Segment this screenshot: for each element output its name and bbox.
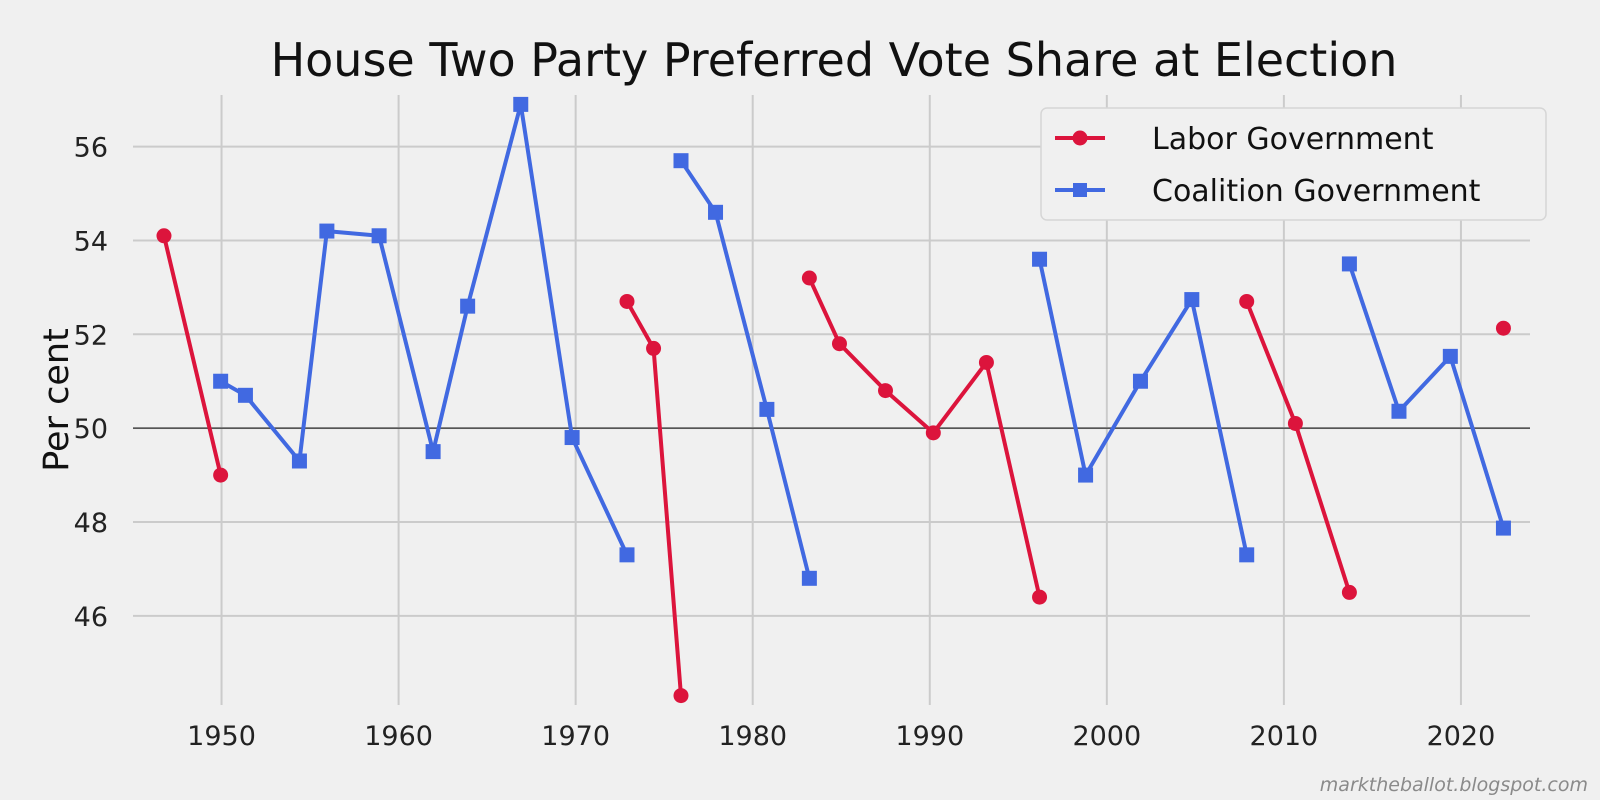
series-line-segment bbox=[807, 276, 1042, 600]
x-tick-label: 2000 bbox=[1072, 721, 1141, 752]
data-point bbox=[673, 688, 689, 704]
series-line-segment bbox=[161, 233, 223, 478]
series-line-segment bbox=[218, 102, 629, 557]
data-point bbox=[156, 228, 172, 244]
footer-credit: marktheballot.blogspot.com bbox=[1319, 774, 1588, 796]
data-point bbox=[291, 453, 307, 469]
data-point bbox=[1341, 584, 1357, 600]
x-tick-label: 1970 bbox=[541, 721, 610, 752]
data-point bbox=[513, 96, 529, 112]
series-layer bbox=[156, 96, 1511, 704]
data-point bbox=[1287, 415, 1303, 431]
legend-labor-marker bbox=[1072, 130, 1088, 146]
x-tick-label: 2020 bbox=[1427, 721, 1496, 752]
data-point bbox=[1032, 251, 1048, 267]
data-point bbox=[1239, 547, 1255, 563]
data-point bbox=[708, 204, 724, 220]
data-point bbox=[831, 336, 847, 352]
legend: Labor Government Coalition Government bbox=[1040, 107, 1547, 221]
series-coalition bbox=[213, 96, 1511, 586]
data-point bbox=[1184, 292, 1200, 308]
series-line-segment bbox=[678, 158, 812, 581]
data-point bbox=[1078, 467, 1094, 483]
data-point bbox=[213, 467, 229, 483]
y-tick-label: 56 bbox=[74, 133, 108, 164]
data-point bbox=[319, 223, 335, 239]
data-point bbox=[371, 228, 387, 244]
series-line-segment bbox=[1244, 299, 1352, 595]
data-point bbox=[1341, 256, 1357, 272]
tick-labels: 1950 1960 1970 1980 1990 2000 2010 2020 46 48 50 52… bbox=[74, 133, 1496, 752]
data-point bbox=[1032, 589, 1048, 605]
x-tick-label: 1980 bbox=[718, 721, 787, 752]
legend-labor-label: Labor Government bbox=[1152, 122, 1434, 157]
legend-coalition-marker bbox=[1073, 183, 1087, 197]
y-axis-label: Per cent bbox=[37, 328, 77, 472]
data-point bbox=[759, 401, 775, 417]
data-point bbox=[460, 298, 476, 314]
y-tick-label: 50 bbox=[74, 414, 108, 445]
data-point bbox=[213, 373, 229, 389]
series-labor bbox=[156, 228, 1511, 704]
series-line-segment bbox=[1347, 261, 1506, 531]
data-point bbox=[925, 425, 941, 441]
data-point bbox=[1495, 320, 1511, 336]
data-point bbox=[801, 570, 817, 586]
data-point bbox=[1239, 293, 1255, 309]
data-point bbox=[1132, 373, 1148, 389]
data-point bbox=[801, 270, 817, 286]
data-point bbox=[646, 340, 662, 356]
data-point bbox=[237, 387, 253, 403]
data-point bbox=[1495, 520, 1511, 536]
series-line-segment bbox=[624, 299, 683, 698]
data-point bbox=[425, 444, 441, 460]
legend-coalition-label: Coalition Government bbox=[1152, 174, 1481, 209]
data-point bbox=[564, 430, 580, 446]
x-tick-label: 1960 bbox=[364, 721, 433, 752]
x-tick-label: 1990 bbox=[895, 721, 964, 752]
series-line-segment bbox=[1037, 257, 1249, 557]
data-point bbox=[978, 354, 994, 370]
x-tick-label: 1950 bbox=[187, 721, 256, 752]
chart-title: House Two Party Preferred Vote Share at … bbox=[271, 33, 1398, 87]
data-point bbox=[673, 153, 689, 169]
y-tick-label: 52 bbox=[74, 320, 108, 351]
legend-box bbox=[1040, 107, 1547, 221]
y-tick-label: 46 bbox=[74, 602, 108, 633]
y-tick-label: 48 bbox=[74, 508, 108, 539]
data-point bbox=[1442, 348, 1458, 364]
data-point bbox=[878, 383, 894, 399]
data-point bbox=[1391, 403, 1407, 419]
y-tick-label: 54 bbox=[74, 226, 108, 257]
data-point bbox=[619, 547, 635, 563]
data-point bbox=[619, 293, 635, 309]
x-tick-label: 2010 bbox=[1250, 721, 1319, 752]
